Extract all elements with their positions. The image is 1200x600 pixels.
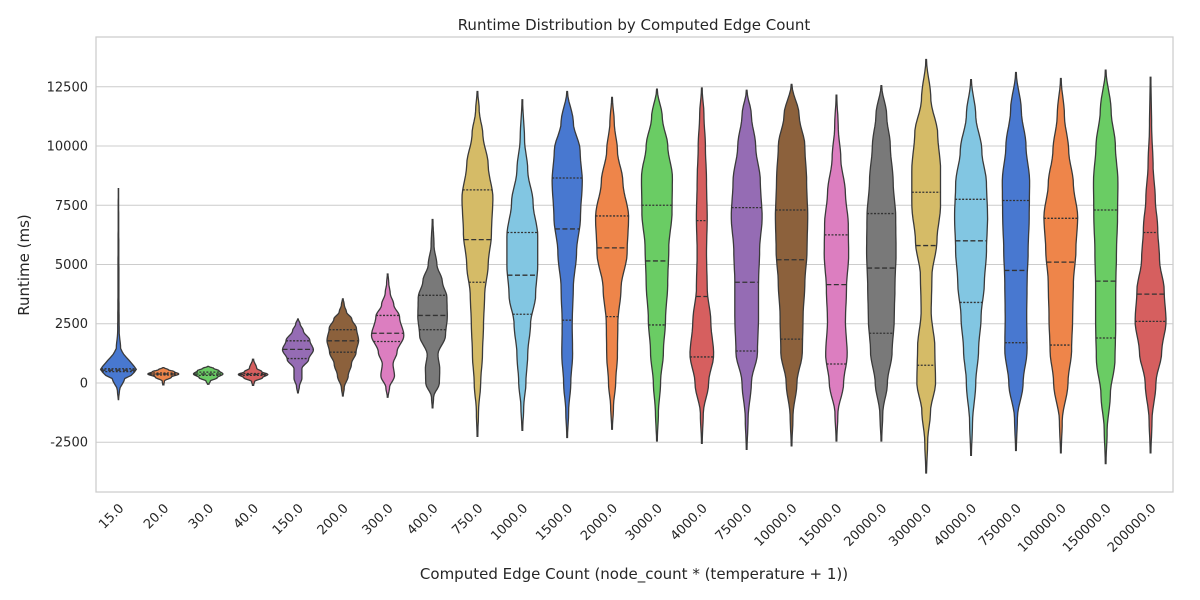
violin-body: [326, 298, 360, 397]
violin-75000.0: [1001, 71, 1031, 452]
y-tick-label: -2500: [50, 436, 88, 451]
violin-body: [1134, 76, 1167, 454]
violin-body: [417, 218, 448, 409]
violin-series: [99, 58, 1167, 474]
violin-400.0: [417, 218, 448, 409]
violin-body: [1043, 77, 1079, 454]
x-tick-label: 15.0: [96, 501, 127, 532]
violin-40.0: [237, 358, 269, 387]
violin-10000.0: [774, 83, 809, 447]
violin-body: [281, 318, 315, 394]
x-tick-label: 200.0: [315, 501, 352, 538]
x-tick-label: 200000.0: [1105, 501, 1159, 555]
x-tick-label: 20.0: [141, 501, 172, 532]
violin-body: [461, 90, 494, 437]
violin-750.0: [461, 90, 494, 437]
chart-title: Runtime Distribution by Computed Edge Co…: [458, 16, 811, 34]
x-tick-label: 150.0: [270, 501, 307, 538]
y-axis-label: Runtime (ms): [15, 214, 33, 316]
violin-body: [99, 188, 138, 401]
violin-100000.0: [1043, 77, 1079, 454]
violin-7500.0: [730, 89, 763, 450]
y-tick-label: 12500: [47, 80, 88, 95]
x-tick-label: 30000.0: [886, 501, 935, 550]
y-tick-labels: -2500 0 2500 5000 7500 10000 12500: [47, 80, 88, 450]
x-tick-label: 7500.0: [713, 501, 756, 544]
violin-15000.0: [823, 94, 850, 442]
x-tick-label: 10000.0: [752, 501, 801, 550]
violin-body: [640, 88, 674, 442]
violin-150000.0: [1092, 69, 1119, 465]
x-tick-label: 1000.0: [488, 501, 531, 544]
x-tick-label: 4000.0: [668, 501, 711, 544]
x-tick-label: 15000.0: [797, 501, 846, 550]
violin-15.0: [99, 188, 138, 401]
violin-body: [823, 94, 850, 442]
y-gridlines: [96, 86, 1173, 443]
violin-body: [689, 87, 715, 445]
violin-200000.0: [1134, 76, 1167, 454]
x-tick-label: 300.0: [360, 501, 397, 538]
x-tick-label: 750.0: [449, 501, 486, 538]
violin-40000.0: [953, 79, 989, 456]
violin-1000.0: [506, 99, 539, 432]
violin-150.0: [281, 318, 315, 394]
violin-body: [506, 99, 539, 432]
violin-body: [237, 358, 269, 387]
violin-body: [865, 84, 897, 442]
y-tick-label: 2500: [55, 317, 88, 332]
violin-1500.0: [551, 90, 583, 439]
x-tick-label: 40000.0: [931, 501, 980, 550]
violin-body: [594, 96, 630, 430]
violin-200.0: [326, 298, 360, 397]
x-tick-labels: 15.0 20.0 30.0 40.0 150.0 200.0 300.0 400.0 750.…: [96, 501, 1159, 555]
x-tick-label: 20000.0: [842, 501, 891, 550]
violin-body: [774, 83, 809, 447]
violin-20.0: [147, 366, 180, 386]
x-tick-label: 30.0: [186, 501, 217, 532]
x-tick-label: 2000.0: [578, 501, 621, 544]
violin-body: [953, 79, 989, 456]
violin-body: [911, 58, 942, 474]
violin-body: [1001, 71, 1031, 452]
y-tick-label: 0: [80, 376, 88, 391]
x-tick-label: 400.0: [404, 501, 441, 538]
violin-body: [1092, 69, 1119, 465]
y-tick-label: 10000: [47, 140, 88, 155]
x-tick-label: 3000.0: [623, 501, 666, 544]
violin-body: [147, 366, 180, 386]
violin-body: [192, 365, 224, 385]
violin-300.0: [370, 273, 405, 398]
violin-2000.0: [594, 96, 630, 430]
violin-4000.0: [689, 87, 715, 445]
violin-body: [730, 89, 763, 450]
violin-30000.0: [911, 58, 942, 474]
x-axis-label: Computed Edge Count (node_count * (tempe…: [420, 565, 848, 584]
y-tick-label: 5000: [55, 258, 88, 273]
y-tick-label: 7500: [55, 199, 88, 214]
violin-30.0: [192, 365, 224, 385]
plot-frame: [95, 36, 1174, 493]
violin-20000.0: [865, 84, 897, 442]
violin-body: [370, 273, 405, 398]
x-tick-label: 1500.0: [533, 501, 576, 544]
violin-3000.0: [640, 88, 674, 442]
x-tick-label: 40.0: [231, 501, 262, 532]
